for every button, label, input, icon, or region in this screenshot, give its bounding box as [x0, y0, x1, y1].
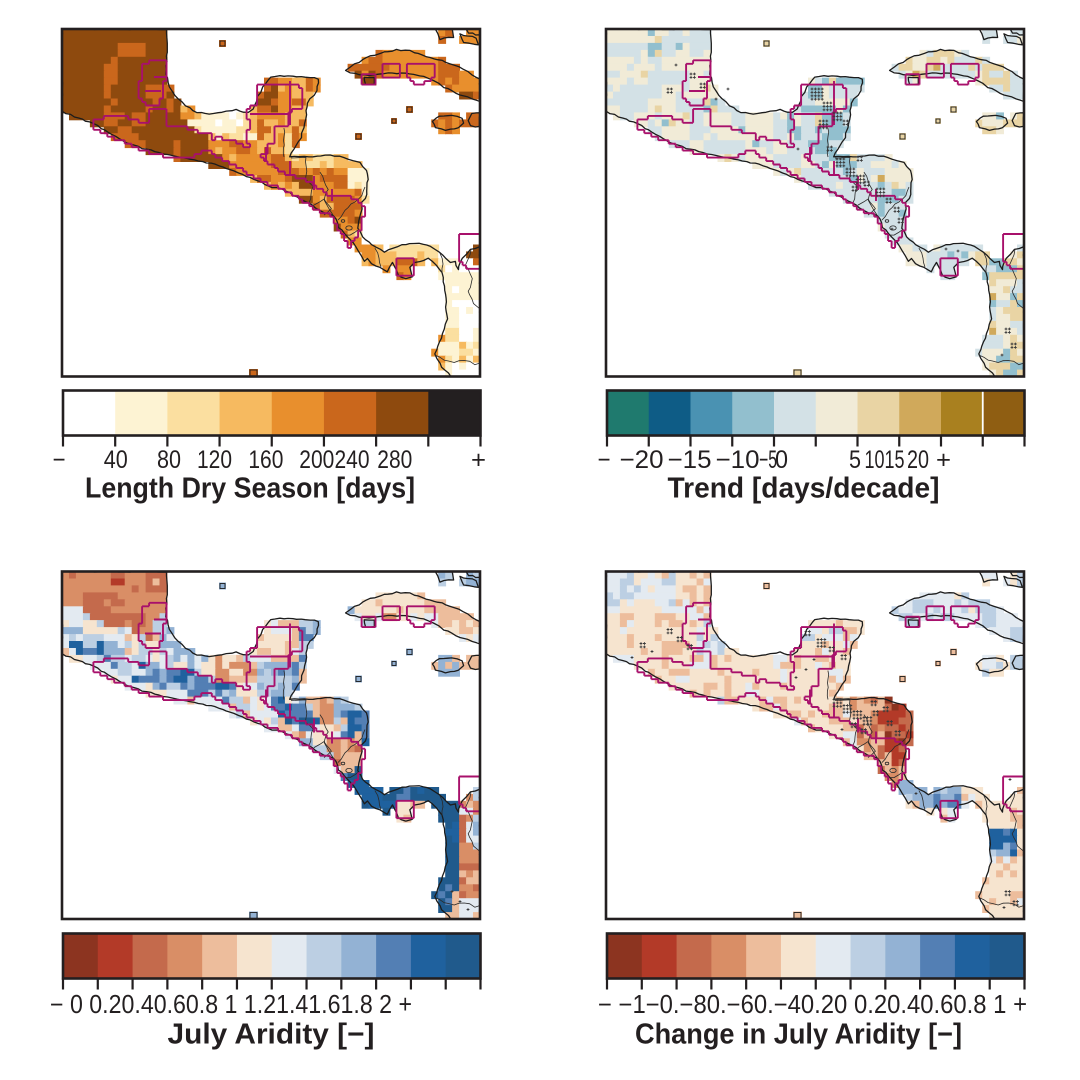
svg-text:Trend [days/decade]: Trend [days/decade] [668, 473, 940, 505]
svg-text:200: 200 [299, 446, 334, 474]
svg-text:5: 5 [849, 446, 861, 474]
svg-text:240: 240 [335, 446, 370, 474]
svg-text:+: + [471, 446, 486, 474]
svg-text:20: 20 [907, 446, 929, 474]
svg-text:−: − [598, 446, 611, 474]
svg-text:80: 80 [157, 446, 181, 474]
svg-text:15: 15 [885, 446, 905, 474]
svg-text:−5: −5 [759, 446, 777, 474]
svg-text:−10: −10 [716, 446, 760, 474]
svg-text:160: 160 [248, 446, 283, 474]
svg-text:Change in July Aridity [−]: Change in July Aridity [−] [635, 1019, 962, 1051]
svg-text:− 0 0.20.40.60.8 1 1.21.41.61.: − 0 0.20.40.60.8 1 1.21.41.61.8 2 + [50, 991, 412, 1019]
svg-text:−: − [53, 446, 66, 474]
svg-text:10: 10 [865, 446, 885, 474]
svg-text:−20: −20 [620, 446, 664, 474]
svg-text:− −1−0.−80.−60.−40.20 0.20.40.: − −1−0.−80.−60.−40.20 0.20.40.60.8 1 + [598, 991, 1027, 1019]
svg-text:280: 280 [377, 446, 412, 474]
svg-text:40: 40 [104, 446, 128, 474]
svg-text:July Aridity [−]: July Aridity [−] [168, 1019, 375, 1051]
svg-text:120: 120 [197, 446, 232, 474]
svg-text:Length Dry Season [days]: Length Dry Season [days] [85, 473, 415, 505]
svg-text:0: 0 [775, 446, 788, 474]
svg-text:+: + [936, 446, 951, 474]
svg-text:−15: −15 [668, 446, 712, 474]
